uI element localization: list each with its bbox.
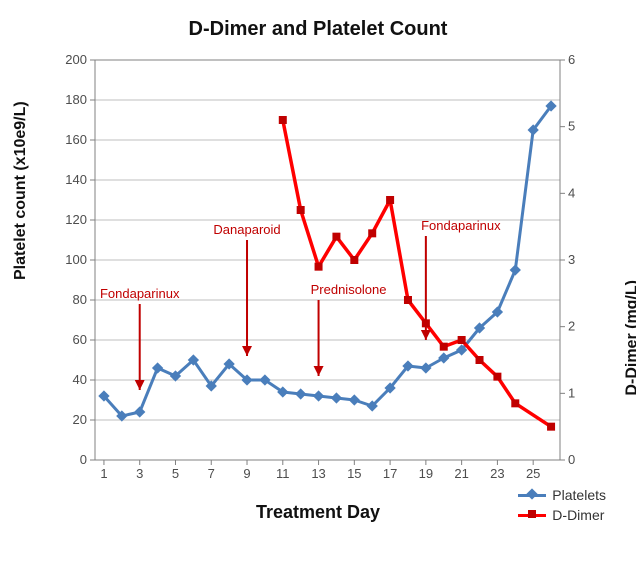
x-tick-label: 17 [383, 466, 397, 481]
y-left-tick-label: 0 [80, 452, 87, 467]
series-marker [350, 256, 358, 264]
series-marker [313, 390, 324, 401]
series-marker [438, 352, 449, 363]
legend-line-icon [518, 514, 546, 517]
x-tick-label: 19 [419, 466, 433, 481]
y-right-tick-label: 4 [568, 185, 575, 200]
series-marker [458, 336, 466, 344]
y-left-tick-label: 180 [65, 92, 87, 107]
y-left-tick-label: 200 [65, 52, 87, 67]
legend-marker-icon [528, 510, 536, 518]
series-marker [349, 394, 360, 405]
y-left-tick-label: 40 [73, 372, 87, 387]
series-marker [331, 392, 342, 403]
legend-line-icon [518, 494, 546, 497]
y-right-tick-label: 2 [568, 319, 575, 334]
series-marker [511, 399, 519, 407]
y-left-tick-label: 20 [73, 412, 87, 427]
y-right-tick-label: 6 [568, 52, 575, 67]
annotation-label: Prednisolone [311, 282, 387, 297]
series-marker [134, 406, 145, 417]
y-right-tick-label: 5 [568, 119, 575, 134]
series-marker [279, 116, 287, 124]
series-marker [476, 356, 484, 364]
series-marker [440, 343, 448, 351]
series-line [283, 120, 551, 427]
x-tick-label: 1 [100, 466, 107, 481]
x-tick-label: 15 [347, 466, 361, 481]
chart-container: D-Dimer and Platelet Count Platelet coun… [0, 0, 636, 563]
y-left-tick-label: 140 [65, 172, 87, 187]
x-tick-label: 13 [311, 466, 325, 481]
y-left-tick-label: 60 [73, 332, 87, 347]
y-right-tick-label: 3 [568, 252, 575, 267]
x-tick-label: 3 [136, 466, 143, 481]
annotation-label: Fondaparinux [421, 218, 501, 233]
y-left-tick-label: 80 [73, 292, 87, 307]
chart-svg: 0204060801001201401601802000123456135791… [0, 0, 636, 563]
y-right-tick-label: 0 [568, 452, 575, 467]
x-tick-label: 21 [454, 466, 468, 481]
series-marker [368, 229, 376, 237]
legend-item: Platelets [518, 487, 606, 503]
x-tick-label: 5 [172, 466, 179, 481]
series-marker [295, 388, 306, 399]
series-marker [386, 196, 394, 204]
series-marker [332, 233, 340, 241]
series-marker [152, 362, 163, 373]
series-marker [510, 264, 521, 275]
series-marker [493, 373, 501, 381]
x-tick-label: 23 [490, 466, 504, 481]
series-marker [547, 423, 555, 431]
y-right-tick-label: 1 [568, 385, 575, 400]
legend-item: D-Dimer [518, 507, 606, 523]
annotation-label: Fondaparinux [100, 286, 180, 301]
series-marker [297, 206, 305, 214]
y-left-tick-label: 160 [65, 132, 87, 147]
series-marker [315, 263, 323, 271]
legend-label: Platelets [552, 487, 606, 503]
legend-label: D-Dimer [552, 507, 604, 523]
y-left-tick-label: 120 [65, 212, 87, 227]
x-tick-label: 7 [208, 466, 215, 481]
series-marker [404, 296, 412, 304]
series-line [104, 106, 551, 416]
legend: Platelets D-Dimer [518, 487, 606, 523]
x-tick-label: 9 [243, 466, 250, 481]
annotation-label: Danaparoid [213, 222, 280, 237]
legend-marker-icon [527, 488, 538, 499]
y-left-tick-label: 100 [65, 252, 87, 267]
series-marker [420, 362, 431, 373]
x-tick-label: 11 [276, 466, 290, 481]
x-tick-label: 25 [526, 466, 540, 481]
